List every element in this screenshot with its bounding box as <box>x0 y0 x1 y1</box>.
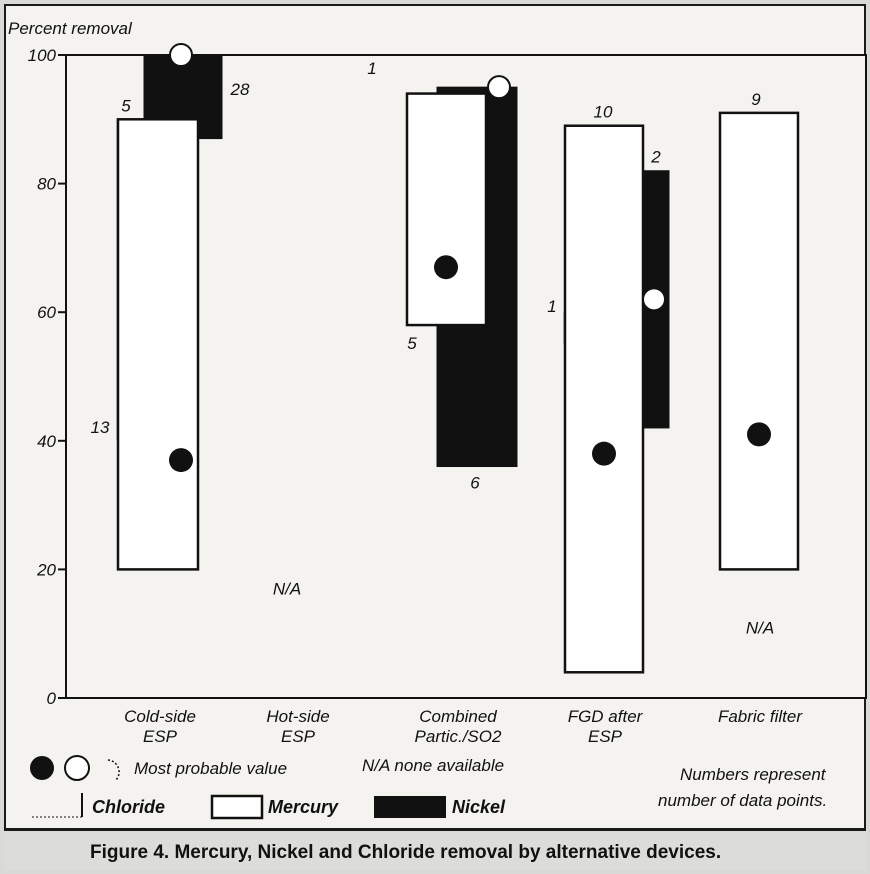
legend-numbers-line2: number of data points. <box>658 791 827 810</box>
mercury-bar-fgdafteresp <box>563 124 645 674</box>
x-category-label: Cold-side <box>124 707 196 726</box>
x-category-label: Combined <box>419 707 497 726</box>
figure-caption: Figure 4. Mercury, Nickel and Chloride r… <box>90 842 722 863</box>
y-tick-label: 80 <box>37 175 56 194</box>
data-point-count-label: 1 <box>547 297 556 316</box>
data-point-count-label: 5 <box>121 96 131 115</box>
data-point-count-label: 6 <box>470 474 480 493</box>
mercury-most-probable-marker <box>747 422 771 447</box>
nickel-most-probable-marker <box>642 287 666 312</box>
caption-strip <box>4 828 866 870</box>
mercury-bar-combinedparticso <box>405 92 488 327</box>
data-point-count-label: 10 <box>594 103 613 122</box>
legend-mercury-swatch <box>210 794 264 820</box>
mercury-bar-coldsideesp <box>116 118 200 571</box>
legend-filled-circle-icon <box>30 756 54 780</box>
data-point-count-label: 9 <box>751 90 761 109</box>
legend-most-probable-label: Most probable value <box>134 759 287 778</box>
x-category-label: ESP <box>281 727 316 746</box>
y-tick-label: 0 <box>47 689 57 708</box>
mercury-most-probable-marker <box>592 441 616 466</box>
y-axis: 0 20 40 60 80 100 <box>28 46 66 708</box>
legend-numbers-line1: Numbers represent <box>680 765 827 784</box>
mercury-bar-fabricfilter <box>718 111 800 571</box>
data-point-count-label: 2 <box>650 148 661 167</box>
legend-na-note: N/A none available <box>362 756 504 775</box>
legend-nickel-swatch <box>374 796 446 818</box>
x-category-label: Partic./SO2 <box>415 727 502 746</box>
annotations: 1 N/A N/A <box>273 59 774 637</box>
legend-open-circle-icon <box>64 755 90 781</box>
x-category-label: ESP <box>143 727 178 746</box>
y-axis-label: Percent removal <box>8 19 133 38</box>
x-category-label: ESP <box>588 727 623 746</box>
nickel-most-probable-marker <box>169 43 193 67</box>
mercury-most-probable-marker <box>434 255 458 280</box>
data-point-count-label: 5 <box>407 334 417 353</box>
annotation-text: N/A <box>746 618 774 637</box>
y-tick-label: 60 <box>37 303 56 322</box>
legend-chloride-label: Chloride <box>92 797 165 817</box>
y-tick-label: 20 <box>36 560 56 579</box>
legend-nickel-label: Nickel <box>452 797 506 817</box>
legend: Most probable value N/A none available Num… <box>30 755 827 820</box>
legend-dotted-arc-icon <box>107 759 120 781</box>
mercury-most-probable-marker <box>169 448 193 473</box>
annotation-text: N/A <box>273 580 301 599</box>
bars: 13 28 5 6 5 1 2 10 9 <box>91 43 800 674</box>
x-axis-labels: Cold-sideESPHot-sideESPCombinedPartic./S… <box>124 707 803 746</box>
nickel-most-probable-marker <box>487 75 511 100</box>
annotation-text: 1 <box>367 59 376 78</box>
data-point-count-label: 13 <box>91 418 110 437</box>
y-tick-label: 100 <box>28 46 57 65</box>
legend-mercury-label: Mercury <box>268 797 339 817</box>
x-category-label: FGD after <box>568 707 644 726</box>
y-tick-label: 40 <box>37 432 56 451</box>
x-category-label: Hot-side <box>266 707 329 726</box>
x-category-label: Fabric filter <box>718 707 803 726</box>
data-point-count-label: 28 <box>230 80 250 99</box>
